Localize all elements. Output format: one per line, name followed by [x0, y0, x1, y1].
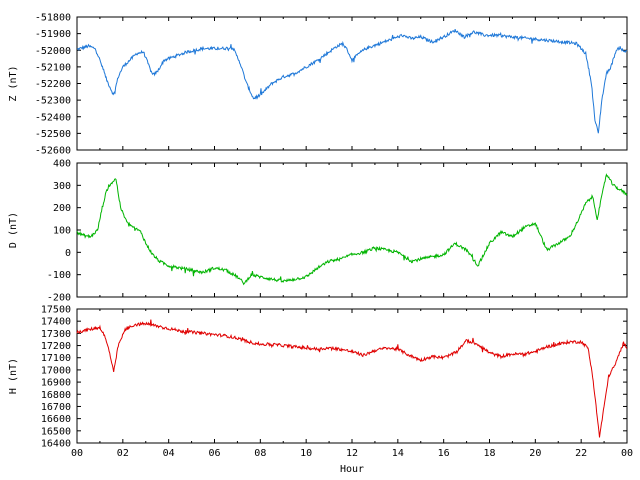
- y-tick-label-h: 16600: [41, 414, 71, 425]
- x-tick-label: 10: [300, 448, 312, 459]
- y-tick-label-d: -100: [47, 270, 71, 281]
- y-tick-label-h: 16400: [41, 439, 71, 450]
- y-tick-label-z: -52600: [35, 146, 71, 157]
- y-tick-label-z: -52400: [35, 112, 71, 123]
- y-tick-label-d: -200: [47, 293, 71, 304]
- plot-frame-h: [76, 308, 628, 444]
- plot-frame-z: [76, 16, 628, 151]
- y-tick-label-h: 17300: [41, 329, 71, 340]
- x-tick-label: 00: [621, 448, 633, 459]
- x-tick-label: 14: [392, 448, 404, 459]
- y-axis-title-z: Z (nT): [8, 65, 19, 101]
- x-tick-label: 20: [529, 448, 541, 459]
- y-tick-label-h: 16700: [41, 402, 71, 413]
- panel-d: 400 300 200 100 0 -100 -200 D (nT): [8, 159, 628, 304]
- y-tick-label-h: 17100: [41, 353, 71, 364]
- x-tick-label: 04: [163, 448, 175, 459]
- y-tick-label-h: 16900: [41, 378, 71, 389]
- y-tick-label-d: 0: [65, 248, 71, 259]
- y-tick-label-h: 16500: [41, 426, 71, 437]
- series-line-d: [76, 173, 628, 286]
- y-tick-label-z: -52200: [35, 79, 71, 90]
- panel-z: -51800 -51900 -52000 -52100 -52200 -52300 -524…: [8, 13, 628, 157]
- y-tick-label-z: -52500: [35, 129, 71, 140]
- plot-frame-d: [76, 162, 628, 298]
- y-tick-label-z: -52300: [35, 96, 71, 107]
- x-tick-label: 16: [438, 448, 450, 459]
- y-tick-label-d: 100: [53, 226, 71, 237]
- y-tick-label-z: -51900: [35, 29, 71, 40]
- y-tick-label-h: 17200: [41, 341, 71, 352]
- y-tick-label-z: -51800: [35, 13, 71, 24]
- series-line-z: [76, 28, 628, 134]
- x-tick-label: 12: [346, 448, 358, 459]
- y-axis-title-d: D (nT): [8, 212, 19, 248]
- x-tick-label: 18: [483, 448, 495, 459]
- y-axis-title-h: H (nT): [8, 358, 19, 394]
- x-tick-label: 22: [575, 448, 587, 459]
- x-tick-label: 02: [117, 448, 129, 459]
- y-tick-label-h: 17000: [41, 365, 71, 376]
- x-axis-title: Hour: [340, 464, 364, 475]
- y-tick-label-h: 16800: [41, 390, 71, 401]
- y-tick-label-h: 17500: [41, 305, 71, 316]
- x-tick-label: 06: [208, 448, 220, 459]
- y-tick-label-d: 300: [53, 181, 71, 192]
- y-tick-label-z: -52100: [35, 62, 71, 73]
- y-tick-label-d: 200: [53, 203, 71, 214]
- y-tick-label-d: 400: [53, 159, 71, 170]
- x-tick-label: 00: [71, 448, 83, 459]
- y-tick-label-z: -52000: [35, 46, 71, 57]
- y-tick-label-h: 17400: [41, 317, 71, 328]
- series-line-h: [76, 319, 628, 438]
- x-tick-label: 08: [254, 448, 266, 459]
